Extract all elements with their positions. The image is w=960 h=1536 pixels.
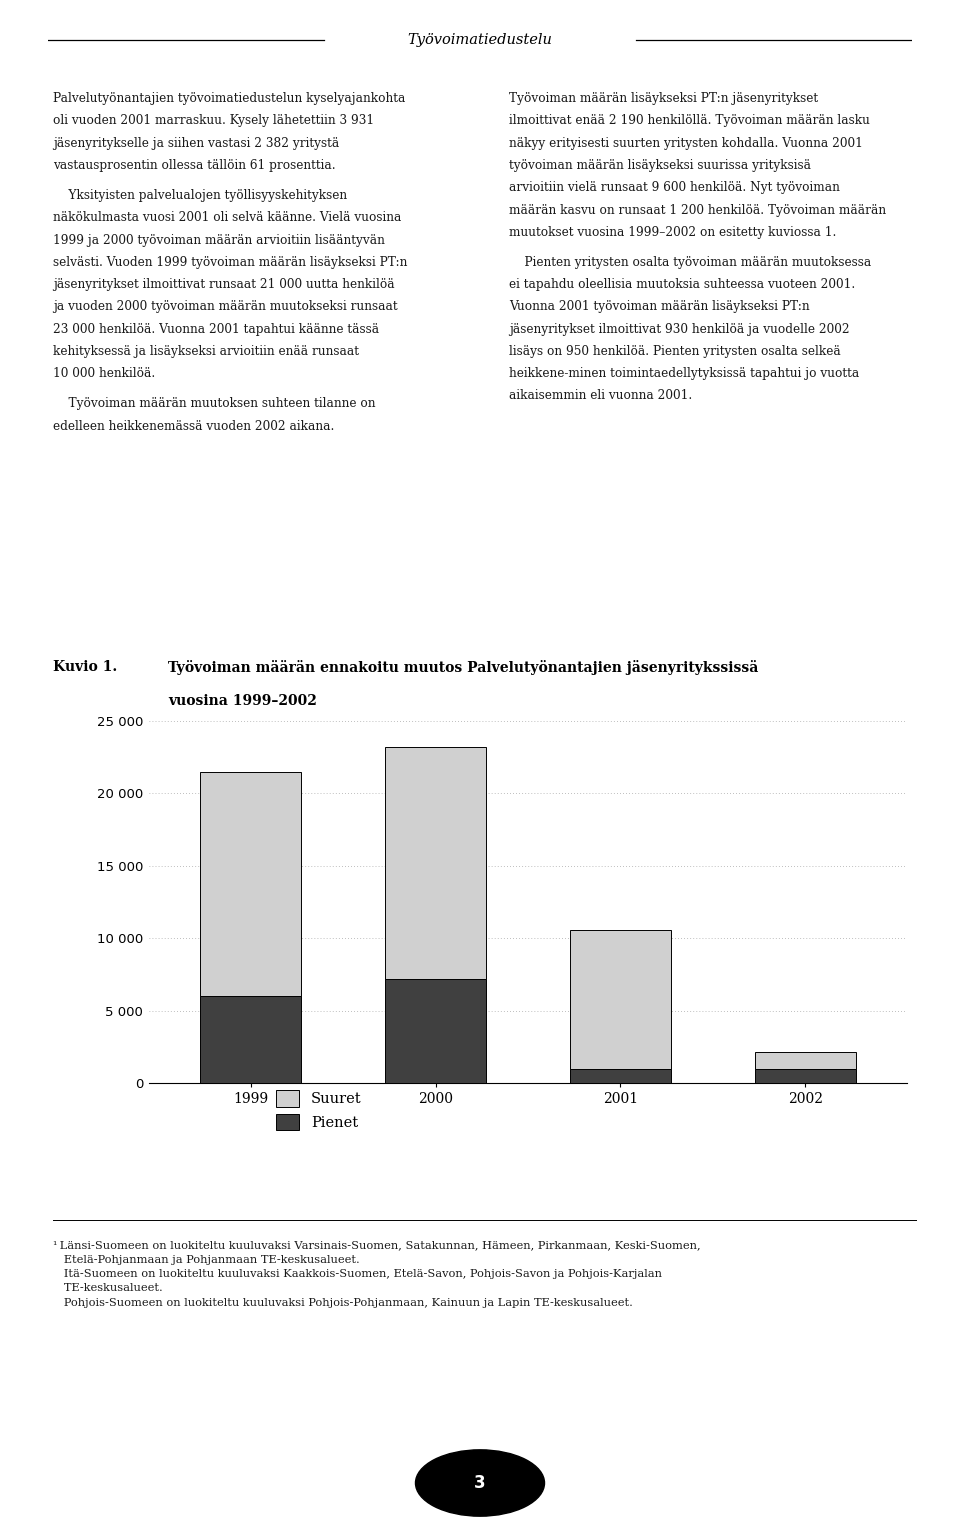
Bar (385, 746, 487, 978)
Text: näkökulmasta vuosi 2001 oli selvä käänne. Vielä vuosina: näkökulmasta vuosi 2001 oli selvä käänne… (53, 212, 401, 224)
Text: vuosina 1999–2002: vuosina 1999–2002 (168, 694, 317, 708)
Text: jäsenyritykset ilmoittivat 930 henkilöä ja vuodelle 2002: jäsenyritykset ilmoittivat 930 henkilöä … (509, 323, 850, 336)
Text: vastausprosentin ollessa tällöin 61 prosenttia.: vastausprosentin ollessa tällöin 61 pros… (53, 158, 335, 172)
Text: jäsenyritykset ilmoittivat runsaat 21 000 uutta henkilöä: jäsenyritykset ilmoittivat runsaat 21 00… (53, 278, 395, 292)
Text: näkyy erityisesti suurten yritysten kohdalla. Vuonna 2001: näkyy erityisesti suurten yritysten kohd… (509, 137, 863, 149)
Bar (569, 1069, 671, 1083)
Text: Työvoimatiedustelu: Työvoimatiedustelu (408, 32, 552, 48)
Text: arvioitiin vielä runsaat 9 600 henkilöä. Nyt työvoiman: arvioitiin vielä runsaat 9 600 henkilöä.… (509, 181, 840, 194)
Text: edelleen heikkenemässä vuoden 2002 aikana.: edelleen heikkenemässä vuoden 2002 aikan… (53, 419, 334, 433)
Bar (385, 978, 487, 1083)
Bar (200, 995, 301, 1083)
Text: ¹ Länsi-Suomeen on luokiteltu kuuluvaksi Varsinais-Suomen, Satakunnan, Hämeen, P: ¹ Länsi-Suomeen on luokiteltu kuuluvaksi… (53, 1240, 701, 1307)
Text: Työvoiman määrän lisäykseksi PT:n jäsenyritykset: Työvoiman määrän lisäykseksi PT:n jäseny… (509, 92, 818, 104)
Text: selvästi. Vuoden 1999 työvoiman määrän lisäykseksi PT:n: selvästi. Vuoden 1999 työvoiman määrän l… (53, 257, 407, 269)
Text: ilmoittivat enää 2 190 henkilöllä. Työvoiman määrän lasku: ilmoittivat enää 2 190 henkilöllä. Työvo… (509, 115, 870, 127)
Text: Työvoiman määrän muutoksen suhteen tilanne on: Työvoiman määrän muutoksen suhteen tilan… (53, 398, 375, 410)
Text: muutokset vuosina 1999–2002 on esitetty kuviossa 1.: muutokset vuosina 1999–2002 on esitetty … (509, 226, 836, 238)
Text: kehityksessä ja lisäykseksi arvioitiin enää runsaat: kehityksessä ja lisäykseksi arvioitiin e… (53, 346, 359, 358)
Text: aikaisemmin eli vuonna 2001.: aikaisemmin eli vuonna 2001. (509, 390, 692, 402)
Bar (200, 771, 301, 995)
Text: ei tapahdu oleellisia muutoksia suhteessa vuoteen 2001.: ei tapahdu oleellisia muutoksia suhteess… (509, 278, 855, 292)
Circle shape (416, 1450, 544, 1516)
Legend: Suuret, Pienet: Suuret, Pienet (276, 1091, 362, 1130)
Text: työvoiman määrän lisäykseksi suurissa yrityksisä: työvoiman määrän lisäykseksi suurissa yr… (509, 158, 811, 172)
Text: oli vuoden 2001 marraskuu. Kysely lähetettiin 3 931: oli vuoden 2001 marraskuu. Kysely lähete… (53, 115, 374, 127)
Text: jäsenyritykselle ja siihen vastasi 2 382 yritystä: jäsenyritykselle ja siihen vastasi 2 382… (53, 137, 339, 149)
Text: määrän kasvu on runsaat 1 200 henkilöä. Työvoiman määrän: määrän kasvu on runsaat 1 200 henkilöä. … (509, 203, 886, 217)
Text: Pienten yritysten osalta työvoiman määrän muutoksessa: Pienten yritysten osalta työvoiman määrä… (509, 257, 871, 269)
Text: Palvelutyönantajien työvoimatiedustelun kyselyajankohta: Palvelutyönantajien työvoimatiedustelun … (53, 92, 405, 104)
Bar (755, 1052, 856, 1069)
Text: 1999 ja 2000 työvoiman määrän arvioitiin lisääntyvän: 1999 ja 2000 työvoiman määrän arvioitiin… (53, 233, 385, 247)
Text: 23 000 henkilöä. Vuonna 2001 tapahtui käänne tässä: 23 000 henkilöä. Vuonna 2001 tapahtui kä… (53, 323, 379, 336)
Text: lisäys on 950 henkilöä. Pienten yritysten osalta selkeä: lisäys on 950 henkilöä. Pienten yrityste… (509, 346, 841, 358)
Text: 3: 3 (474, 1475, 486, 1491)
Text: ja vuoden 2000 työvoiman määrän muutokseksi runsaat: ja vuoden 2000 työvoiman määrän muutokse… (53, 301, 397, 313)
Text: 10 000 henkilöä.: 10 000 henkilöä. (53, 367, 156, 381)
Text: Vuonna 2001 työvoiman määrän lisäykseksi PT:n: Vuonna 2001 työvoiman määrän lisäykseksi… (509, 301, 809, 313)
Text: Työvoiman määrän ennakoitu muutos Palvelutyönantajien jäsenyritykssissä: Työvoiman määrän ennakoitu muutos Palvel… (168, 660, 758, 676)
Text: heikkene-minen toimintaedellytyksissä tapahtui jo vuotta: heikkene-minen toimintaedellytyksissä ta… (509, 367, 859, 381)
Text: Yksityisten palvelualojen työllisyyskehityksen: Yksityisten palvelualojen työllisyyskehi… (53, 189, 347, 203)
Bar (755, 1069, 856, 1083)
Bar (569, 931, 671, 1069)
Text: Kuvio 1.: Kuvio 1. (53, 660, 117, 674)
